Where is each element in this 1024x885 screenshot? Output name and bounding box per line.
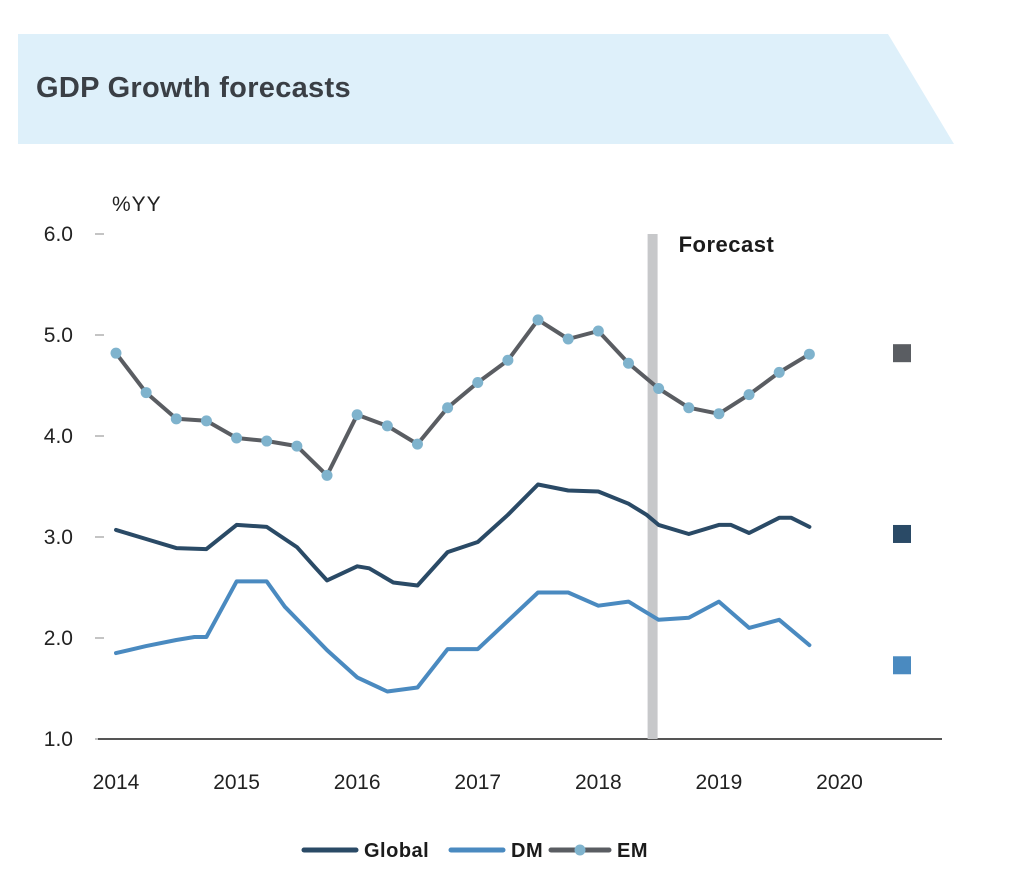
legend: Global DM EM — [301, 840, 648, 862]
end-marker-global — [893, 524, 911, 543]
x-axis: 2014 2015 2016 2017 2018 2019 2020 — [93, 738, 942, 794]
page-title: GDP Growth forecasts — [36, 72, 351, 104]
point-em — [261, 435, 273, 447]
point-em — [622, 357, 634, 369]
series-line-dm — [114, 579, 812, 694]
point-em — [231, 432, 243, 444]
point-em — [411, 438, 423, 450]
legend-label-global: Global — [364, 840, 429, 862]
y-axis: 6.0 5.0 4.0 3.0 2.0 1.0 — [44, 223, 104, 751]
banner-background — [18, 34, 954, 144]
series-line-em — [114, 317, 812, 478]
point-em — [110, 347, 122, 359]
point-em — [743, 389, 755, 401]
title-banner: GDP Growth forecasts — [18, 34, 958, 144]
forecast-bar — [647, 234, 658, 739]
end-marker-dm — [893, 656, 911, 675]
point-em — [200, 415, 212, 427]
y-tick-label: 3.0 — [44, 526, 73, 549]
point-em — [442, 402, 454, 414]
point-em — [140, 387, 152, 399]
point-em — [653, 383, 665, 395]
point-em — [170, 413, 182, 425]
x-tick-label: 2019 — [696, 771, 743, 794]
legend-marker-em — [574, 844, 586, 856]
point-em — [532, 314, 544, 326]
x-tick-label: 2015 — [213, 771, 260, 794]
x-tick-label: 2014 — [93, 771, 140, 794]
point-em — [592, 325, 604, 337]
legend-label-dm: DM — [511, 840, 543, 862]
point-em — [803, 348, 815, 360]
y-tick-label: 6.0 — [44, 223, 73, 246]
x-tick-label: 2018 — [575, 771, 622, 794]
y-tick-label: 4.0 — [44, 425, 73, 448]
end-marker-em — [893, 344, 911, 363]
forecast-divider: Forecast — [647, 232, 775, 739]
y-tick-label: 5.0 — [44, 324, 73, 347]
series-line-global — [114, 482, 812, 588]
series-layer — [110, 314, 815, 694]
forecast-label: Forecast — [679, 232, 775, 257]
x-tick-label: 2016 — [334, 771, 381, 794]
y-axis-unit-label: %YY — [112, 193, 162, 216]
point-em — [502, 354, 514, 366]
point-em — [713, 408, 725, 420]
point-em — [683, 402, 695, 414]
point-em — [472, 376, 484, 388]
point-em — [562, 333, 574, 345]
end-markers — [893, 344, 911, 675]
point-em — [321, 469, 333, 481]
point-em — [351, 409, 363, 421]
y-tick-label: 1.0 — [44, 728, 73, 751]
x-tick-label: 2017 — [454, 771, 501, 794]
y-tick-label: 2.0 — [44, 627, 73, 650]
point-em — [291, 440, 303, 452]
legend-label-em: EM — [617, 840, 648, 862]
x-tick-label: 2020 — [816, 771, 863, 794]
point-em — [381, 420, 393, 432]
point-em — [773, 366, 785, 378]
